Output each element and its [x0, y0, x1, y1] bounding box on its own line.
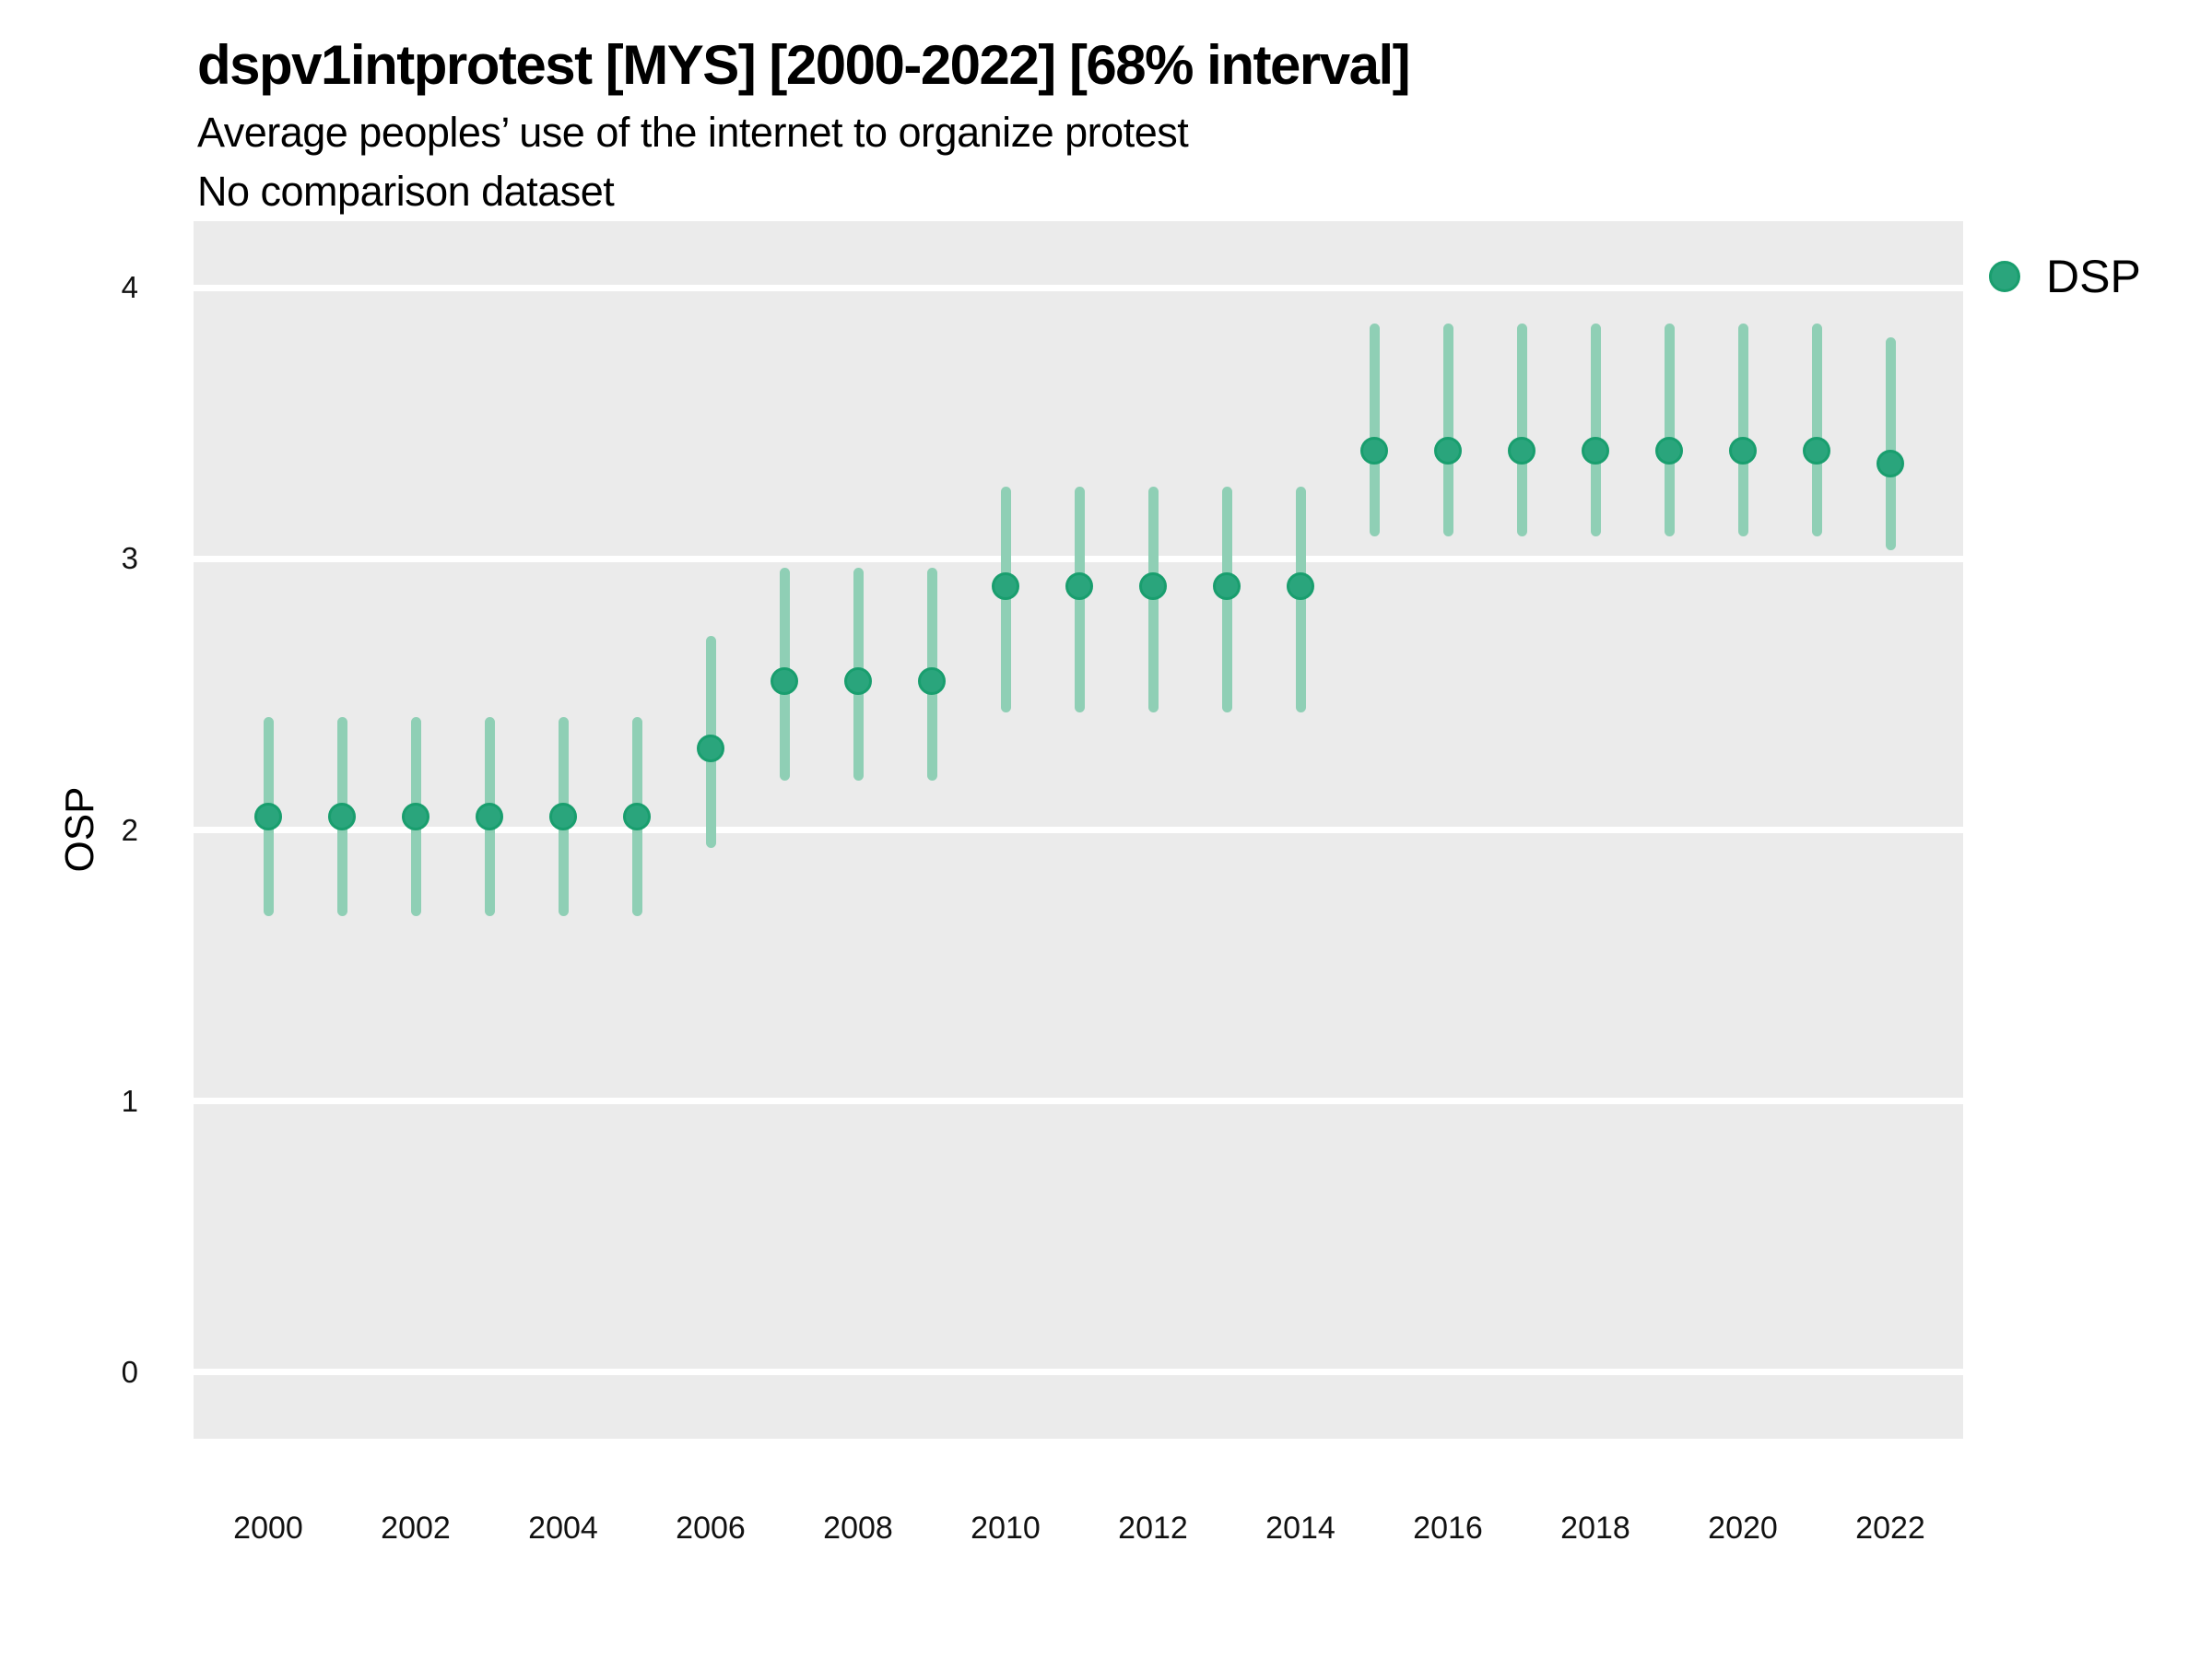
interval-bar-2022 — [1885, 336, 1896, 550]
x-tick-label-2004: 2004 — [528, 1511, 598, 1546]
x-tick-label-2018: 2018 — [1560, 1511, 1630, 1546]
legend-dsp-dot-icon — [1989, 261, 2020, 292]
data-point-2022 — [1877, 450, 1904, 478]
interval-bar-2021 — [1811, 324, 1822, 536]
x-tick-label-2002: 2002 — [381, 1511, 451, 1546]
chart-title: dspv1intprotest [MYS] [2000-2022] [68% i… — [197, 34, 1411, 96]
data-point-2008 — [844, 666, 872, 695]
y-tick-label-0: 0 — [121, 1354, 138, 1389]
y-tick-label-1: 1 — [121, 1083, 138, 1118]
x-tick-label-2006: 2006 — [676, 1511, 746, 1546]
data-point-2017 — [1508, 436, 1535, 465]
data-point-2020 — [1729, 436, 1757, 465]
data-point-2002 — [402, 802, 429, 830]
chart-comparison-note: No comparison dataset — [197, 168, 615, 215]
y-tick-label-4: 4 — [121, 270, 138, 305]
y-tick-label-3: 3 — [121, 541, 138, 576]
data-point-2001 — [328, 802, 356, 830]
data-point-2016 — [1434, 436, 1462, 465]
interval-bar-2019 — [1664, 324, 1675, 536]
x-tick-label-2016: 2016 — [1413, 1511, 1483, 1546]
data-point-2004 — [549, 802, 577, 830]
x-tick-label-2014: 2014 — [1265, 1511, 1335, 1546]
data-point-2010 — [992, 571, 1019, 600]
data-point-2006 — [697, 735, 724, 763]
gridline-y-0 — [194, 1369, 1963, 1376]
gridline-y-4 — [194, 284, 1963, 291]
x-tick-label-2012: 2012 — [1118, 1511, 1188, 1546]
interval-bar-2018 — [1590, 324, 1601, 536]
data-point-2011 — [1065, 571, 1093, 600]
interval-bar-2016 — [1442, 324, 1453, 536]
legend: DSP — [1989, 247, 2141, 306]
data-point-2009 — [918, 666, 946, 695]
y-tick-label-2: 2 — [121, 812, 138, 847]
plot-panel — [194, 221, 1963, 1439]
interval-bar-2015 — [1369, 324, 1380, 536]
x-tick-label-2010: 2010 — [971, 1511, 1041, 1546]
x-tick-label-2020: 2020 — [1708, 1511, 1778, 1546]
data-point-2021 — [1803, 436, 1830, 465]
data-point-2003 — [476, 802, 503, 830]
legend-dsp-label: DSP — [2046, 251, 2141, 302]
data-point-2019 — [1655, 436, 1683, 465]
gridline-y-1 — [194, 1098, 1963, 1105]
data-point-2018 — [1582, 436, 1609, 465]
gridline-y-2 — [194, 827, 1963, 833]
chart-subtitle: Average peoples’ use of the internet to … — [197, 109, 1189, 156]
data-point-2000 — [254, 802, 282, 830]
interval-bar-2017 — [1516, 324, 1527, 536]
x-tick-label-2022: 2022 — [1855, 1511, 1925, 1546]
data-point-2012 — [1139, 571, 1167, 600]
x-tick-label-2008: 2008 — [823, 1511, 893, 1546]
data-point-2005 — [623, 802, 651, 830]
data-point-2015 — [1360, 436, 1388, 465]
x-tick-label-2000: 2000 — [233, 1511, 303, 1546]
data-point-2013 — [1213, 571, 1241, 600]
interval-bar-2020 — [1737, 324, 1748, 536]
data-point-2007 — [771, 666, 798, 695]
data-point-2014 — [1287, 571, 1314, 600]
